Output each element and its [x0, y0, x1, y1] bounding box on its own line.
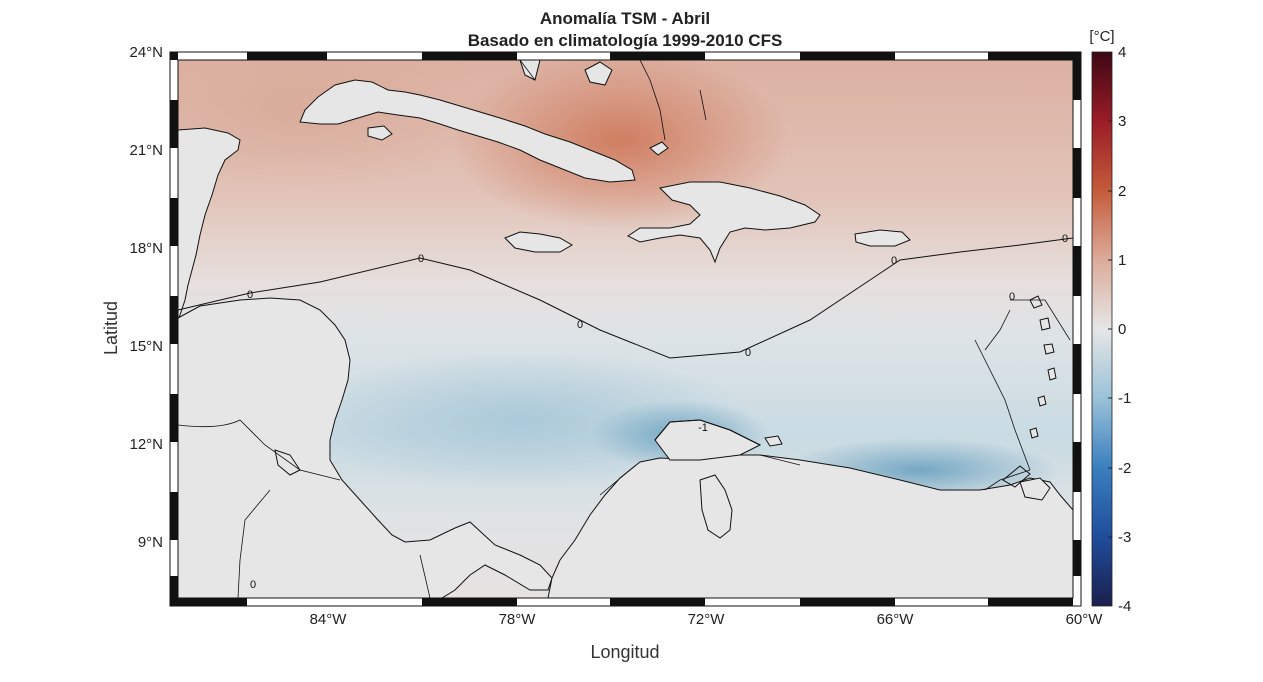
country-borders	[178, 60, 1071, 598]
land-isla-juventud	[367, 125, 393, 141]
land-andros-bahamas	[584, 61, 613, 86]
land-jamaica	[504, 231, 573, 253]
land-trinidad	[1019, 477, 1051, 501]
x-axis-label: Longitud	[590, 642, 659, 662]
contour-label-0g: 0	[1009, 291, 1015, 303]
warm-anomaly-gulf	[178, 60, 500, 190]
contour-label-0c: 0	[577, 319, 583, 331]
colorbar-tick-label: 3	[1118, 113, 1126, 130]
contour-label-0a: 0	[247, 289, 253, 301]
y-tick-label: 12°N	[129, 436, 163, 453]
contour-label-0b: 0	[418, 253, 424, 265]
colorbar-tick-label: 2	[1118, 183, 1126, 200]
land-curacao	[764, 435, 783, 447]
y-axis: 24°N 21°N 18°N 15°N 12°N 9°N	[129, 44, 163, 551]
map-frame	[169, 51, 1082, 607]
land-central-america	[178, 297, 553, 598]
contour-label-minus1: -1	[698, 422, 708, 434]
land-puerto-rico	[854, 229, 911, 247]
map-panel: 0 0 0 0 0 0 0 0 -1	[178, 60, 1073, 598]
x-axis: 84°W 78°W 72°W 66°W 60°W	[310, 611, 1104, 628]
x-tick-label: 72°W	[688, 611, 726, 628]
x-tick-label: 84°W	[310, 611, 348, 628]
colorbar: [°C] 4 3 2 1 0 -1 -2 -3 -4	[1089, 28, 1131, 615]
colorbar-unit: [°C]	[1089, 28, 1114, 45]
contour-label-0f: 0	[1062, 233, 1068, 245]
contour-minus-one-line	[654, 419, 761, 446]
colorbar-tick-label: -1	[1118, 390, 1131, 407]
colorbar-tick-label: 4	[1118, 44, 1126, 61]
colorbar-tick-label: -2	[1118, 460, 1131, 477]
land-south-america	[547, 454, 1073, 598]
colorbar-tick-label: 1	[1118, 252, 1126, 269]
contour-zero-line	[178, 237, 1073, 359]
contour-label-0e: 0	[891, 255, 897, 267]
x-tick-label: 66°W	[877, 611, 915, 628]
land-hispaniola	[627, 181, 821, 264]
y-tick-label: 21°N	[129, 142, 163, 159]
land-yucatan-mexico	[178, 127, 241, 321]
chart-title-line1: Anomalía TSM - Abril	[540, 9, 710, 28]
colorbar-tick-label: -3	[1118, 529, 1131, 546]
colorbar-ticks	[1108, 120, 1112, 538]
land-lesser-antilles	[1029, 295, 1057, 439]
x-tick-label: 60°W	[1066, 611, 1104, 628]
y-tick-label: 24°N	[129, 44, 163, 61]
y-tick-label: 18°N	[129, 240, 163, 257]
land-cuba	[299, 79, 636, 183]
colorbar-tick-label: 0	[1118, 321, 1126, 338]
colorbar-tick-label: -4	[1118, 598, 1131, 615]
land-bahamas-small	[649, 141, 669, 156]
y-tick-label: 9°N	[138, 534, 163, 551]
contour-minus-one-east	[1002, 465, 1031, 488]
y-tick-label: 15°N	[129, 338, 163, 355]
contour-label-0d: 0	[745, 347, 751, 359]
x-tick-label: 78°W	[499, 611, 537, 628]
y-axis-label: Latitud	[101, 301, 121, 355]
chart-title-line2: Basado en climatología 1999-2010 CFS	[468, 31, 783, 50]
contour-label-0h: 0	[250, 579, 256, 591]
land-paraguana-maracaibo	[699, 474, 733, 539]
